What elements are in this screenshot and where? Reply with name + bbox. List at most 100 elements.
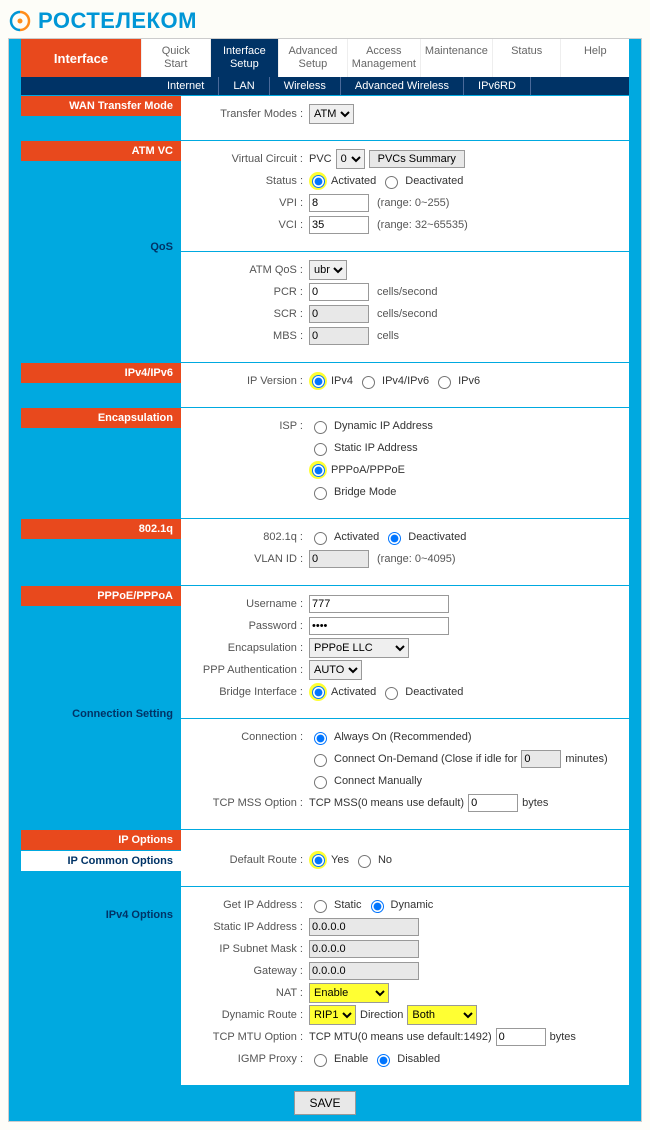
opt-bridge-deact: Deactivated xyxy=(405,686,463,698)
select-nat[interactable]: Enable xyxy=(309,983,389,1003)
input-pcr[interactable] xyxy=(309,283,369,301)
select-atm-qos[interactable]: ubr xyxy=(309,260,347,280)
label-vlan-id: VLAN ID : xyxy=(189,553,309,565)
radio-conn-demand[interactable] xyxy=(314,754,327,767)
radio-ipv4ipv6[interactable] xyxy=(362,376,375,389)
input-password[interactable] xyxy=(309,617,449,635)
radio-isp-bridge[interactable] xyxy=(314,487,327,500)
pvcs-summary-button[interactable]: PVCs Summary xyxy=(369,150,465,168)
sub-nav: Internet LAN Wireless Advanced Wireless … xyxy=(21,77,629,95)
input-scr[interactable] xyxy=(309,305,369,323)
input-idle-min[interactable] xyxy=(521,750,561,768)
radio-route-yes[interactable] xyxy=(312,854,325,867)
opt-ipv6: IPv6 xyxy=(458,375,480,387)
radio-8021q-deactivated[interactable] xyxy=(388,532,401,545)
opt-getip-static: Static xyxy=(334,899,362,911)
label-ppp-auth: PPP Authentication : xyxy=(189,664,309,676)
label-tcp-mss: TCP MSS Option : xyxy=(189,797,309,809)
label-tcp-mtu: TCP MTU Option : xyxy=(189,1031,309,1043)
hint-vpi: (range: 0~255) xyxy=(377,197,449,209)
radio-status-activated[interactable] xyxy=(312,175,325,188)
save-button[interactable]: SAVE xyxy=(294,1091,355,1115)
radio-getip-static[interactable] xyxy=(314,900,327,913)
radio-ipv4[interactable] xyxy=(312,375,325,388)
radio-isp-static[interactable] xyxy=(314,443,327,456)
opt-activated: Activated xyxy=(331,175,376,187)
subheader-qos: QoS xyxy=(21,236,181,257)
tab-interface-setup[interactable]: Interface Setup xyxy=(210,39,279,77)
unit-minutes: minutes) xyxy=(565,753,607,765)
radio-bridge-activated[interactable] xyxy=(312,686,325,699)
label-direction: Direction xyxy=(360,1009,403,1021)
header-ipv4ipv6: IPv4/IPv6 xyxy=(21,362,181,383)
subtab-wireless[interactable]: Wireless xyxy=(270,77,341,95)
select-pvc[interactable]: 0 xyxy=(336,149,365,169)
label-subnet: IP Subnet Mask : xyxy=(189,943,309,955)
radio-8021q-activated[interactable] xyxy=(314,532,327,545)
input-vlan-id[interactable] xyxy=(309,550,369,568)
input-vci[interactable] xyxy=(309,216,369,234)
radio-igmp-disabled[interactable] xyxy=(377,1054,390,1067)
radio-conn-manual[interactable] xyxy=(314,776,327,789)
unit-bytes-mtu: bytes xyxy=(550,1031,576,1043)
subtab-lan[interactable]: LAN xyxy=(219,77,269,95)
radio-route-no[interactable] xyxy=(358,855,371,868)
radio-bridge-deactivated[interactable] xyxy=(385,687,398,700)
tab-quick-start[interactable]: Quick Start xyxy=(141,39,210,77)
input-static-ip[interactable] xyxy=(309,918,419,936)
radio-isp-pppoe[interactable] xyxy=(312,464,325,477)
header-atm-vc: ATM VC xyxy=(21,140,181,161)
opt-conn-demand: Connect On-Demand (Close if idle for xyxy=(334,753,517,765)
page-banner: Interface xyxy=(21,39,141,77)
input-gateway[interactable] xyxy=(309,962,419,980)
left-sideband xyxy=(9,39,21,1121)
tab-advanced-setup[interactable]: Advanced Setup xyxy=(278,39,347,77)
text-tcp-mtu: TCP MTU(0 means use default:1492) xyxy=(309,1031,492,1043)
radio-getip-dynamic[interactable] xyxy=(371,900,384,913)
label-password: Password : xyxy=(189,620,309,632)
tab-maintenance[interactable]: Maintenance xyxy=(420,39,492,77)
opt-route-yes: Yes xyxy=(331,854,349,866)
select-direction[interactable]: Both xyxy=(407,1005,477,1025)
brand-header: РОСТЕЛЕКОМ xyxy=(8,8,642,38)
subtab-internet[interactable]: Internet xyxy=(153,77,219,95)
subtab-adv-wireless[interactable]: Advanced Wireless xyxy=(341,77,464,95)
label-gateway: Gateway : xyxy=(189,965,309,977)
unit-bytes-mss: bytes xyxy=(522,797,548,809)
label-ip-version: IP Version : xyxy=(189,375,309,387)
tab-status[interactable]: Status xyxy=(492,39,561,77)
radio-igmp-enable[interactable] xyxy=(314,1054,327,1067)
input-mbs[interactable] xyxy=(309,327,369,345)
right-sideband xyxy=(629,39,641,1121)
label-8021q: 802.1q : xyxy=(189,531,309,543)
opt-conn-manual: Connect Manually xyxy=(334,775,422,787)
input-vpi[interactable] xyxy=(309,194,369,212)
header-pppoe: PPPoE/PPPoA xyxy=(21,585,181,606)
select-transfer-mode[interactable]: ATM xyxy=(309,104,354,124)
label-default-route: Default Route : xyxy=(189,854,309,866)
opt-isp-pppoe: PPPoA/PPPoE xyxy=(331,464,405,476)
brand-name: РОСТЕЛЕКОМ xyxy=(38,8,197,34)
select-ppp-auth[interactable]: AUTO xyxy=(309,660,362,680)
input-username[interactable] xyxy=(309,595,449,613)
opt-igmp-enable: Enable xyxy=(334,1053,368,1065)
tab-access-mgmt[interactable]: Access Management xyxy=(347,39,420,77)
header-encapsulation: Encapsulation xyxy=(21,407,181,428)
tab-help[interactable]: Help xyxy=(560,39,629,77)
select-rip[interactable]: RIP1 xyxy=(309,1005,356,1025)
header-8021q: 802.1q xyxy=(21,518,181,539)
input-subnet[interactable] xyxy=(309,940,419,958)
select-encap[interactable]: PPPoE LLC xyxy=(309,638,409,658)
label-nat: NAT : xyxy=(189,987,309,999)
opt-8021q-deact: Deactivated xyxy=(408,531,466,543)
radio-isp-dynamic[interactable] xyxy=(314,421,327,434)
radio-conn-always[interactable] xyxy=(314,732,327,745)
subheader-ipv4-options: IPv4 Options xyxy=(21,904,181,925)
opt-igmp-disabled: Disabled xyxy=(397,1053,440,1065)
input-tcp-mss[interactable] xyxy=(468,794,518,812)
radio-ipv6[interactable] xyxy=(438,376,451,389)
subtab-ipv6rd[interactable]: IPv6RD xyxy=(464,77,531,95)
label-pcr: PCR : xyxy=(189,286,309,298)
radio-status-deactivated[interactable] xyxy=(385,176,398,189)
input-tcp-mtu[interactable] xyxy=(496,1028,546,1046)
